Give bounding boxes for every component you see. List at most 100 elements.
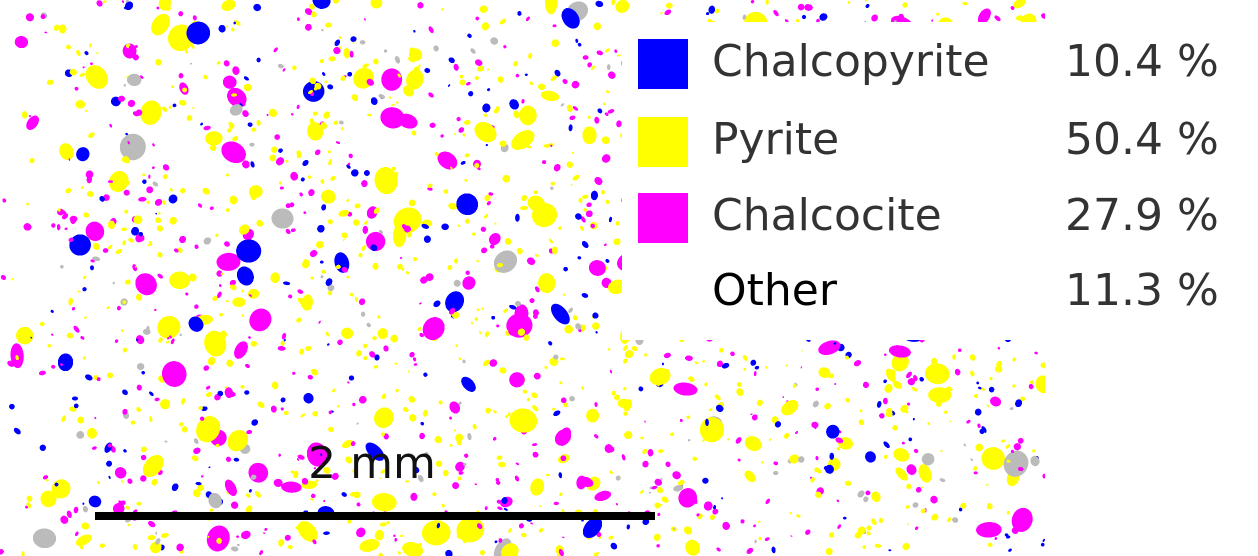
particle — [595, 331, 598, 334]
particle — [913, 448, 919, 454]
particle — [563, 402, 568, 408]
particle — [623, 345, 628, 351]
particle — [281, 332, 287, 340]
particle — [378, 477, 381, 480]
particle — [321, 269, 327, 274]
particle — [345, 456, 353, 464]
particle — [614, 49, 618, 53]
particle — [215, 443, 220, 448]
particle — [300, 304, 303, 307]
particle — [559, 381, 563, 385]
particle — [122, 300, 127, 304]
particle — [508, 527, 512, 534]
particle — [754, 365, 760, 370]
particle — [918, 464, 932, 483]
particle — [467, 432, 472, 441]
particle — [721, 497, 724, 500]
particle — [377, 315, 381, 319]
particle — [930, 495, 938, 504]
particle — [865, 490, 871, 496]
particle — [986, 483, 989, 486]
particle — [962, 1, 968, 6]
particle — [559, 357, 565, 361]
particle — [687, 438, 691, 442]
particle — [572, 106, 579, 111]
particle — [256, 57, 261, 63]
particle — [209, 206, 214, 210]
particle — [714, 8, 720, 14]
particle — [847, 1, 851, 4]
particle — [381, 68, 403, 91]
particle — [379, 522, 387, 527]
particle — [1017, 437, 1024, 444]
particle — [1011, 507, 1033, 532]
particle — [232, 66, 240, 75]
particle — [575, 38, 579, 43]
particle — [102, 0, 107, 4]
particle — [292, 371, 296, 375]
particle — [216, 270, 223, 277]
particle — [553, 501, 559, 506]
particle — [169, 187, 173, 192]
particle — [29, 158, 35, 164]
particle — [515, 462, 520, 466]
particle — [609, 369, 613, 374]
particle — [697, 513, 703, 520]
particle — [359, 40, 366, 45]
particle — [975, 443, 984, 452]
particle — [614, 394, 620, 401]
particle — [341, 492, 347, 497]
particle — [580, 216, 586, 223]
particle — [1008, 548, 1012, 552]
particle — [673, 484, 684, 492]
particle — [928, 387, 952, 404]
particle — [543, 144, 551, 148]
particle — [65, 44, 71, 50]
particle — [601, 190, 605, 195]
particle — [335, 141, 341, 145]
particle — [481, 307, 484, 310]
particle — [148, 174, 151, 179]
particle — [704, 382, 708, 387]
particle — [977, 423, 981, 428]
particle — [408, 396, 416, 403]
particle — [907, 402, 911, 406]
particle — [122, 240, 126, 246]
particle — [558, 226, 562, 230]
particle — [141, 370, 145, 375]
particle — [515, 213, 520, 222]
particle — [151, 13, 171, 36]
particle — [136, 501, 142, 506]
particle — [191, 455, 199, 462]
particle — [462, 359, 466, 364]
particle — [86, 175, 93, 184]
particle — [617, 398, 630, 408]
particle — [526, 257, 536, 265]
particle — [1012, 384, 1016, 388]
particle — [66, 332, 74, 339]
particle — [943, 410, 948, 414]
particle — [475, 16, 480, 21]
particle — [797, 3, 805, 11]
particle — [164, 440, 168, 443]
particle — [1006, 459, 1011, 463]
particle — [441, 223, 449, 231]
particle — [227, 429, 249, 452]
particle — [744, 436, 762, 452]
particle — [801, 14, 807, 20]
particle — [168, 194, 178, 204]
particle — [356, 422, 359, 425]
particle — [373, 58, 379, 65]
particle — [162, 106, 168, 112]
particle — [393, 207, 422, 234]
particle — [417, 326, 422, 331]
particle — [274, 134, 281, 140]
particle — [587, 115, 591, 119]
particle — [795, 18, 800, 23]
particle — [893, 448, 910, 462]
particle — [85, 170, 94, 179]
particle — [7, 360, 15, 367]
particle — [949, 420, 952, 423]
particle — [522, 389, 528, 394]
